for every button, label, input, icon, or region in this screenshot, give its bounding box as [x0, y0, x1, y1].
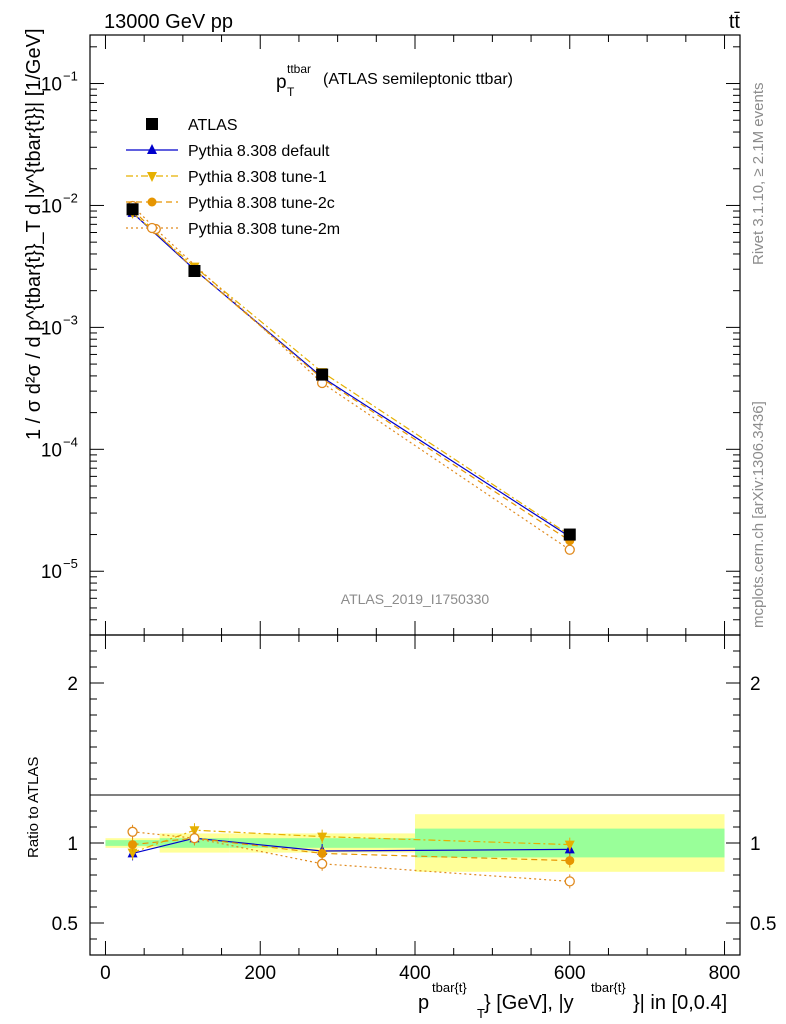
ratio-point-tune2c: [128, 840, 138, 850]
ratio-ytick-label-right: 1: [750, 834, 761, 855]
legend-marker-atlas: [146, 118, 158, 130]
rivet-label: Rivet 3.1.10, ≥ 2.1M events: [750, 83, 767, 266]
legend-marker-tune2c: [147, 197, 157, 207]
ratio-point-tune2m: [189, 833, 200, 844]
energy-label: 13000 GeV pp: [104, 11, 233, 33]
xlabel-sub: T: [477, 1006, 485, 1021]
main-point-atlas: [188, 265, 201, 278]
legend-marker-default: [147, 144, 157, 154]
main-ytick-exponent: −3: [63, 312, 78, 327]
main-series: [126, 200, 576, 555]
title-sup: ttbar: [287, 62, 311, 76]
xlabel-end: }| in [0,0.4]: [633, 992, 727, 1014]
ratio-point-tune2c: [317, 848, 327, 858]
legend-label-tune2m: Pythia 8.308 tune-2m: [188, 221, 340, 238]
xtick-label: 600: [554, 963, 586, 984]
main-line-tune2c: [132, 209, 571, 542]
main-ytick-label: 10: [41, 75, 62, 96]
legend-label-atlas: ATLAS: [188, 117, 238, 134]
main-line-tune2m: [132, 205, 571, 551]
main-ytick-exponent: −1: [63, 69, 78, 84]
ratio-y-axis-label: Ratio to ATLAS: [25, 757, 42, 858]
main-point-atlas: [563, 528, 576, 541]
legend-label-tune1: Pythia 8.308 tune-1: [188, 169, 327, 186]
ratio-ytick-label: 2: [67, 674, 78, 695]
title-rest: (ATLAS semileptonic ttbar): [323, 71, 513, 88]
legend: ATLAS Pythia 8.308 default Pythia 8.308 tu…: [126, 117, 340, 238]
xtick-label: 0: [100, 963, 111, 984]
main-ytick-label: 10: [41, 562, 62, 583]
ratio-point-tune2m: [564, 876, 575, 887]
ratio-point-tune2m: [127, 826, 138, 837]
uncertainty-bands: [105, 814, 725, 872]
ratio-series: [127, 823, 575, 889]
main-ytick-label: 10: [41, 440, 62, 461]
main-ytick-exponent: −5: [63, 556, 78, 571]
ratio-point-tune2c: [565, 856, 575, 866]
analysis-watermark: ATLAS_2019_I1750330: [341, 591, 490, 607]
main-y-axis-label: 1 / σ d²σ / d p^{tbar{t}}_T d |y^{tbar{t…: [23, 28, 45, 440]
xlabel-p: p: [418, 992, 429, 1014]
legend-label-tune2c: Pythia 8.308 tune-2c: [188, 195, 335, 212]
process-label: tt̄: [729, 11, 741, 33]
title-sub: T: [287, 85, 295, 99]
x-ticks: 0 200 400 600 800: [100, 35, 740, 984]
ratio-ytick-label: 1: [67, 834, 78, 855]
xlabel-mid: } [GeV], |y: [484, 992, 574, 1014]
plot-title: p ttbar T (ATLAS semileptonic ttbar): [276, 62, 513, 99]
main-point-tune2m: [564, 544, 575, 555]
ratio-ytick-label-right: 0.5: [750, 914, 776, 935]
main-point-atlas: [126, 203, 139, 216]
ratio-ytick-label-right: 2: [750, 674, 761, 695]
xlabel-sup1: tbar{t}: [432, 980, 467, 995]
main-ytick-label: 10: [41, 196, 62, 217]
xtick-label: 400: [399, 963, 431, 984]
legend-label-default: Pythia 8.308 default: [188, 143, 330, 160]
ratio-y-ticks: 0.5 0.5 1 1 2 2: [52, 634, 776, 956]
mcplots-label: mcplots.cern.ch [arXiv:1306.3436]: [750, 401, 767, 628]
legend-marker-tune2m: [146, 222, 158, 234]
svg-text:p: p: [276, 72, 287, 93]
ratio-point-tune1: [317, 832, 328, 843]
legend-marker-tune1: [147, 172, 157, 182]
ratio-point-tune1: [564, 840, 575, 851]
ratio-point-tune2m: [316, 858, 328, 869]
main-point-atlas: [316, 368, 329, 381]
main-line-tune1: [132, 212, 571, 536]
main-ytick-exponent: −2: [63, 190, 78, 205]
main-y-ticks: 10−510−410−310−210−1: [41, 46, 740, 636]
x-axis-label: p tbar{t} T } [GeV], |y tbar{t} }| in [0…: [418, 980, 727, 1021]
xlabel-sup2: tbar{t}: [591, 980, 626, 995]
xtick-label: 800: [709, 963, 741, 984]
ratio-line-default: [132, 837, 570, 854]
xtick-label: 200: [244, 963, 276, 984]
ratio-ytick-label: 0.5: [52, 914, 78, 935]
main-ytick-exponent: −4: [63, 434, 78, 449]
main-ytick-label: 10: [41, 318, 62, 339]
main-line-default: [132, 212, 571, 538]
title-p: p: [276, 72, 287, 93]
ratio-line-tune2c: [132, 837, 570, 862]
ratio-line-tune2m: [132, 831, 570, 882]
ratio-point-tune1: [127, 848, 138, 859]
